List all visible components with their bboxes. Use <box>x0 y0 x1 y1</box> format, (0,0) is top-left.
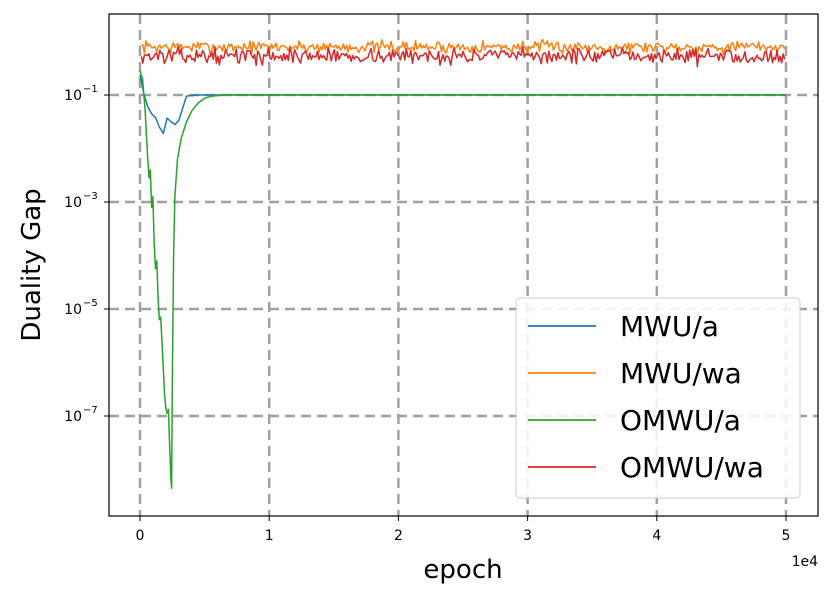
legend-label: OMWU/a <box>620 404 741 437</box>
x-tick-label: 2 <box>394 528 403 544</box>
series-layer <box>139 38 786 489</box>
series-line-omwu-wa <box>140 45 786 68</box>
legend-label: MWU/wa <box>620 357 742 390</box>
series-line-omwu-a <box>139 70 786 489</box>
legend: MWU/a MWU/wa OMWU/a OMWU/wa <box>515 297 801 499</box>
legend-box <box>515 297 801 499</box>
y-tick-exponent: −5 <box>83 298 98 309</box>
y-tick-label: 10 <box>64 88 82 104</box>
x-tick-label: 5 <box>782 528 791 544</box>
y-tick-label: 10 <box>64 302 82 318</box>
legend-label: OMWU/wa <box>620 451 764 484</box>
x-axis-offset-label: 1e4 <box>792 554 819 570</box>
y-tick-exponent: −3 <box>83 191 98 202</box>
y-tick-label: 10 <box>64 195 82 211</box>
x-axis-label: epoch <box>423 555 502 585</box>
x-tick-label: 4 <box>652 528 661 544</box>
plot-frame <box>108 13 819 517</box>
legend-label: MWU/a <box>620 310 719 343</box>
x-tick-label: 1 <box>265 528 274 544</box>
x-axis: 0 1 2 3 4 5 <box>136 516 791 544</box>
y-axis: 10−110−310−510−7 <box>64 84 109 425</box>
x-tick-label: 3 <box>523 528 532 544</box>
y-tick-exponent: −7 <box>83 405 98 416</box>
y-tick-label: 10 <box>64 409 82 425</box>
y-axis-label: Duality Gap <box>17 188 47 341</box>
x-tick-label: 0 <box>136 528 145 544</box>
y-tick-exponent: −1 <box>83 84 98 95</box>
